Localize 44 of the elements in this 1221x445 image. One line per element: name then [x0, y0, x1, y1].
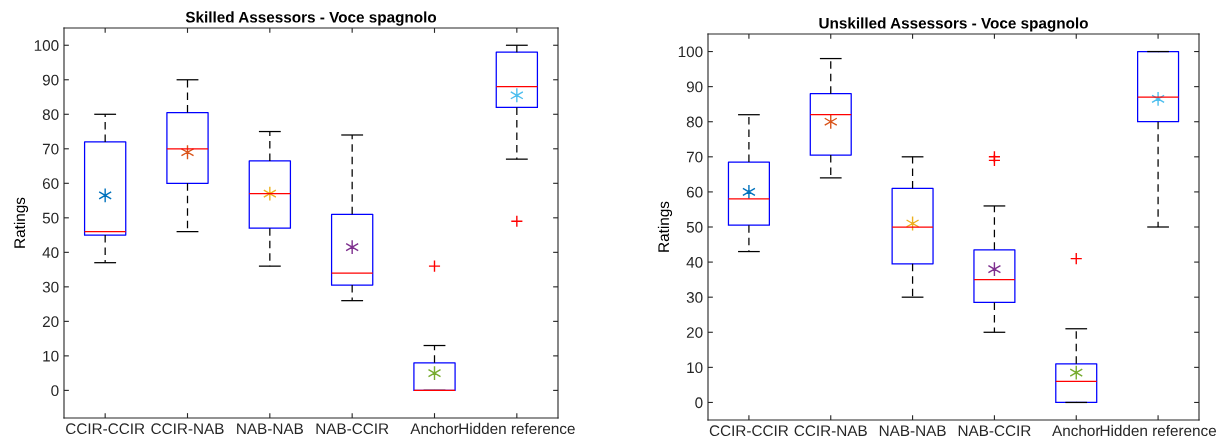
x-tick-label: NAB-NAB	[879, 425, 946, 436]
y-tick-label: 60	[686, 186, 703, 198]
x-tick-label: NAB-NAB	[237, 423, 303, 434]
x-tick-label: Anchor	[1052, 424, 1101, 437]
y-tick-label: 100	[34, 40, 59, 51]
x-tick-label: CCIR-NAB	[151, 423, 224, 435]
y-tick-label: 80	[42, 109, 59, 120]
y-tick-label: 20	[686, 327, 703, 338]
y-tick-label: 80	[686, 116, 703, 128]
point	[345, 239, 359, 255]
chart-title: Unskilled Assessors - Voce spagnolo	[819, 17, 1088, 32]
point	[742, 184, 756, 200]
x-tick-label: Anchor	[410, 422, 459, 435]
point	[263, 186, 277, 202]
y-tick-label: 40	[42, 247, 59, 259]
y-tick-label: 0	[51, 385, 59, 397]
x-tick-label: CCIR-CCIR	[66, 423, 145, 435]
x-tick-label: NAB-CCIR	[316, 423, 389, 435]
y-tick-label: 50	[42, 212, 59, 224]
y-axis-title: Ratings	[13, 197, 29, 248]
y-tick-label: 50	[686, 221, 703, 233]
point	[98, 187, 112, 204]
x-tick-label: CCIR-NAB	[794, 425, 867, 437]
y-tick-label: 60	[42, 178, 59, 189]
y-tick-label: 70	[42, 143, 59, 155]
y-tick-label: 20	[42, 316, 59, 328]
point	[1151, 91, 1165, 107]
chart-title: Skilled Assessors - Voce spagnolo	[185, 11, 437, 26]
x-tick-label: NAB-CCIR	[958, 425, 1031, 437]
y-tick-label: 40	[686, 256, 703, 268]
x-tick-label: Hidden reference	[1100, 424, 1217, 437]
y-tick-label: 100	[678, 46, 703, 58]
y-tick-label: 90	[42, 74, 59, 86]
y-tick-label: 30	[42, 281, 59, 293]
y-tick-label: 0	[695, 397, 703, 409]
x-tick-label: Hidden reference	[459, 422, 575, 435]
y-tick-label: 30	[686, 292, 703, 303]
y-axis-title: Ratings	[657, 201, 673, 252]
x-tick-label: CCIR-CCIR	[709, 425, 789, 437]
y-tick-label: 10	[687, 362, 703, 374]
y-tick-label: 90	[686, 81, 703, 93]
y-tick-label: 10	[43, 350, 59, 362]
y-tick-label: 70	[686, 151, 703, 163]
point	[510, 87, 524, 103]
